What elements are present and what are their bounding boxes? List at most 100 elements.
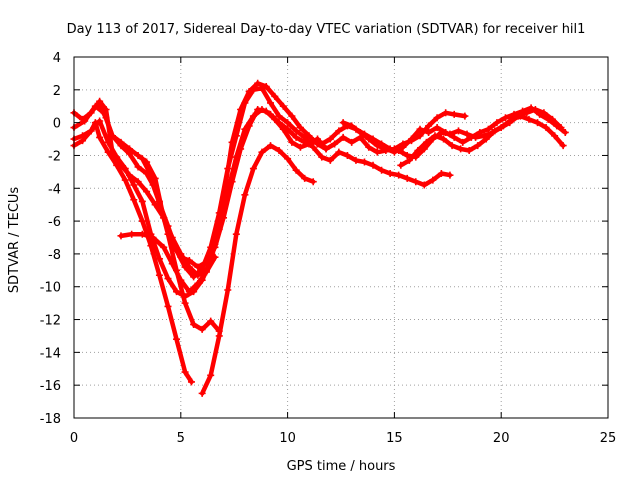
data-point [126, 145, 134, 153]
data-point [335, 127, 343, 135]
data-point [482, 135, 490, 143]
data-point [271, 92, 279, 100]
data-point [339, 133, 347, 141]
data-point [181, 299, 189, 307]
data-point [87, 127, 95, 135]
y-tick-label: 2 [53, 84, 61, 99]
data-point [365, 135, 373, 143]
data-point [202, 258, 210, 266]
data-point [378, 166, 386, 174]
data-point [369, 161, 377, 169]
data-point [198, 389, 206, 397]
data-point [224, 286, 232, 294]
data-point [138, 197, 146, 205]
data-point [326, 135, 334, 143]
data-point [104, 148, 112, 156]
data-point [130, 181, 138, 189]
data-point [431, 132, 439, 140]
data-point [164, 275, 172, 283]
data-point [536, 110, 544, 118]
data-point [147, 171, 155, 179]
series-line [71, 120, 194, 385]
data-point [484, 125, 492, 133]
data-point [155, 197, 163, 205]
data-point [185, 288, 193, 296]
data-point [237, 145, 245, 153]
data-point [96, 117, 104, 125]
data-point [382, 145, 390, 153]
data-point [288, 112, 296, 120]
data-point [254, 79, 262, 87]
data-point [474, 142, 482, 150]
data-point [305, 140, 313, 148]
data-point [284, 119, 292, 127]
data-point [138, 217, 146, 225]
data-point [348, 122, 356, 130]
data-point [173, 335, 181, 343]
data-point [420, 181, 428, 189]
data-point [339, 119, 347, 127]
series-track-8 [138, 155, 223, 335]
data-point [258, 84, 266, 92]
data-point [296, 124, 304, 132]
data-point [534, 119, 542, 127]
data-point [241, 99, 249, 107]
data-point [108, 132, 116, 140]
data-point [437, 170, 445, 178]
data-point [275, 112, 283, 120]
data-point [373, 148, 381, 156]
data-point [314, 135, 322, 143]
data-point [279, 125, 287, 133]
data-point [181, 368, 189, 376]
x-axis-label: GPS time / hours [287, 459, 396, 474]
data-point [309, 178, 317, 186]
data-point [241, 191, 249, 199]
data-point [343, 151, 351, 159]
data-point [525, 115, 533, 123]
data-point [442, 128, 450, 136]
data-point [442, 109, 450, 117]
data-point [104, 138, 112, 146]
data-point [224, 165, 232, 173]
data-point [499, 122, 507, 130]
data-point [527, 104, 535, 112]
data-point [151, 201, 159, 209]
data-point [296, 143, 304, 151]
data-point [459, 138, 467, 146]
data-point [117, 232, 125, 240]
x-tick-label: 10 [279, 431, 296, 446]
data-point [519, 107, 527, 115]
data-point [228, 178, 236, 186]
data-point [403, 174, 411, 182]
data-point [134, 178, 142, 186]
data-point [305, 132, 313, 140]
data-point [450, 110, 458, 118]
data-point [211, 253, 219, 261]
data-point [331, 140, 339, 148]
data-point [113, 153, 121, 161]
data-point [271, 115, 279, 123]
series-line [97, 103, 329, 270]
data-point [190, 273, 198, 281]
y-tick-labels: 4 2 0 -2 -4 -6 -8 -10 -12 -14 -16 -18 [40, 51, 61, 427]
data-point [433, 124, 441, 132]
data-point [433, 114, 441, 122]
data-point [279, 102, 287, 110]
y-axis-label: SDTVAR / TECUs [7, 187, 22, 294]
data-point [457, 145, 465, 153]
y-tick-label: -10 [40, 281, 61, 296]
x-tick-label: 15 [386, 431, 403, 446]
series-track-5 [117, 230, 219, 296]
data-point [561, 128, 569, 136]
data-point [215, 327, 223, 335]
data-point [397, 161, 405, 169]
data-point [232, 230, 240, 238]
data-point [301, 174, 309, 182]
x-tick-label: 0 [70, 431, 78, 446]
data-point [181, 263, 189, 271]
data-point [134, 151, 142, 159]
data-point [258, 148, 266, 156]
data-point [491, 127, 499, 135]
data-series [70, 79, 569, 397]
